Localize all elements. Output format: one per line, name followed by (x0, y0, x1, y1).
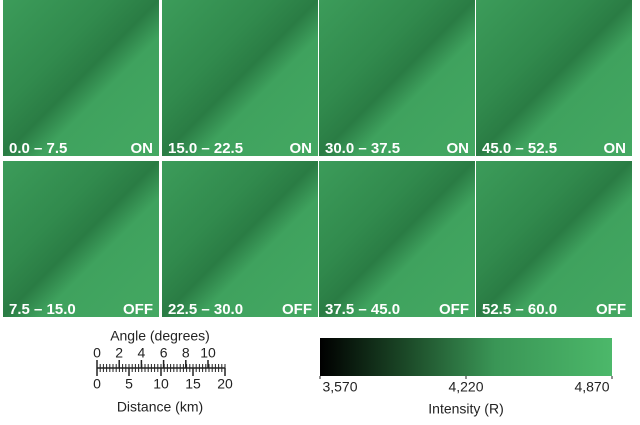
colorbar-tick-label: 3,570 (322, 379, 357, 395)
distance-label: Distance (km) (117, 399, 203, 415)
angle-label: Angle (degrees) (110, 328, 210, 344)
angle-tick-label: 4 (138, 345, 146, 361)
panel-image (319, 0, 475, 156)
distance-tick-label: 15 (185, 376, 201, 392)
panel-image (3, 161, 159, 317)
panel-state: OFF (596, 301, 626, 318)
panel-range: 0.0 – 7.5 (9, 140, 67, 157)
panel-state: ON (604, 140, 627, 157)
distance-tick-label: 10 (153, 376, 169, 392)
angle-tick-label: 2 (115, 345, 123, 361)
panel-range: 15.0 – 22.5 (168, 140, 243, 157)
panel-state: OFF (439, 301, 469, 318)
panel-state: OFF (123, 301, 153, 318)
distance-tick-label: 0 (93, 376, 101, 392)
panel-range: 52.5 – 60.0 (482, 301, 557, 318)
panel-state: ON (290, 140, 313, 157)
panel-state: ON (447, 140, 470, 157)
angle-tick-label: 8 (182, 345, 190, 361)
panel-state: OFF (282, 301, 312, 318)
distance-tick-label: 5 (125, 376, 133, 392)
angle-tick-label: 0 (93, 345, 101, 361)
angle-tick-label: 10 (200, 345, 216, 361)
panel-image (162, 0, 318, 156)
panel-image (476, 161, 632, 317)
panel-range: 45.0 – 52.5 (482, 140, 557, 157)
angle-tick-label: 6 (160, 345, 168, 361)
distance-tick-label: 20 (217, 376, 233, 392)
colorbar-tick-label: 4,870 (574, 379, 609, 395)
panel-range: 22.5 – 30.0 (168, 301, 243, 318)
colorbar-label: Intensity (R) (428, 401, 503, 417)
panel-range: 30.0 – 37.5 (325, 140, 400, 157)
panel-image (3, 0, 159, 156)
colorbar (320, 338, 612, 376)
panel-state: ON (131, 140, 154, 157)
panel-image (319, 161, 475, 317)
panel-range: 7.5 – 15.0 (9, 301, 76, 318)
panel-range: 37.5 – 45.0 (325, 301, 400, 318)
panel-image (162, 161, 318, 317)
colorbar-tick-label: 4,220 (448, 379, 483, 395)
panel-image (476, 0, 632, 156)
